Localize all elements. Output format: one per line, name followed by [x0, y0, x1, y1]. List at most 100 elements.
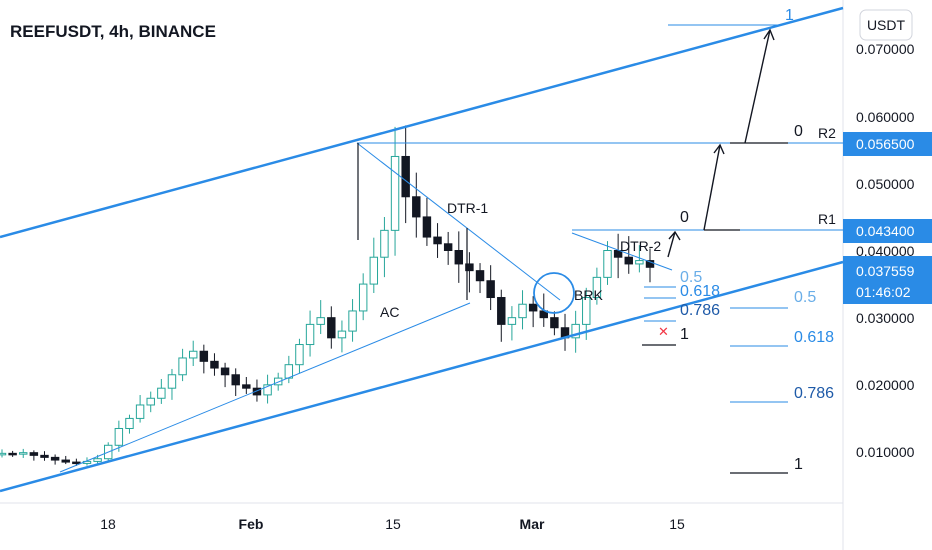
- candle-body: [582, 297, 591, 325]
- candle-body: [550, 317, 559, 329]
- r2-label: R2: [818, 125, 836, 141]
- arrow-2[interactable]: [703, 144, 721, 231]
- arrow-1-head: [668, 230, 681, 241]
- y-tick-label: 0.040000: [856, 243, 915, 259]
- candle-body: [50, 456, 60, 461]
- breakout-circle[interactable]: [533, 272, 575, 314]
- candle-body: [571, 323, 580, 339]
- candle-body: [178, 357, 187, 376]
- r1-label: R1: [818, 211, 836, 227]
- candle-body: [369, 256, 379, 285]
- small-fib-0786-label: 0.786: [680, 302, 720, 319]
- currency-label: USDT: [867, 17, 906, 33]
- candle-body: [624, 256, 633, 265]
- y-tick-label: 0.060000: [856, 109, 915, 125]
- candle-body: [167, 374, 177, 389]
- arrow-3-head: [763, 28, 775, 41]
- currency-button[interactable]: [859, 9, 913, 41]
- brk-label: BRK: [574, 287, 603, 303]
- fib-lines: [644, 286, 788, 403]
- descending-trend-line-1[interactable]: [356, 142, 561, 301]
- candle-body: [497, 297, 506, 325]
- candle-body: [199, 350, 209, 362]
- candle-body: [114, 427, 124, 446]
- candle-body: [507, 317, 517, 325]
- price-badge-r1: 0.043400: [843, 219, 932, 243]
- x-tick-label: 15: [385, 516, 401, 532]
- price-badge-r2: 0.056500: [843, 132, 932, 156]
- ascending-support-line[interactable]: [59, 302, 471, 473]
- candle-body: [263, 384, 272, 396]
- small-fib-05-label: 0.5: [680, 269, 702, 286]
- candle-body: [486, 280, 495, 299]
- candle-body: [316, 317, 325, 325]
- arrow-1[interactable]: [667, 231, 676, 258]
- candle-body: [0, 452, 7, 456]
- candle-body: [157, 387, 166, 399]
- candle-body: [337, 330, 347, 339]
- candle-body: [242, 384, 251, 389]
- large-fib-1-label: 1: [794, 456, 803, 473]
- candle-body: [645, 260, 655, 268]
- small-fib-0618-label: 0.618: [680, 283, 720, 300]
- candle-body: [348, 310, 357, 332]
- ac-label: AC: [380, 304, 399, 320]
- candlestick-series: [0, 125, 655, 466]
- candle-body: [125, 417, 134, 429]
- candle-body: [390, 155, 400, 231]
- current-price-text: 0.037559: [856, 263, 915, 279]
- price-badge-bg: [843, 132, 932, 156]
- candle-body: [635, 260, 644, 265]
- dtr2-label: DTR-2: [620, 238, 661, 254]
- candle-body: [210, 360, 219, 369]
- candle-body: [72, 461, 81, 465]
- candle-body: [146, 397, 155, 406]
- small-fib-1-label: 1: [680, 326, 689, 343]
- candle-body: [454, 250, 464, 265]
- y-tick-label: 0.020000: [856, 377, 915, 393]
- candle-body: [305, 323, 315, 346]
- candle-body: [433, 236, 442, 245]
- dtr1-label: DTR-1: [447, 200, 488, 216]
- x-tick-label: Mar: [520, 516, 545, 532]
- upper-channel-line[interactable]: [0, 6, 844, 239]
- close-x-icon[interactable]: ✕: [658, 325, 669, 340]
- arrow-3[interactable]: [744, 29, 771, 144]
- candle-body: [603, 250, 612, 278]
- candle-body: [412, 196, 421, 218]
- large-fib-05-label: 0.5: [794, 289, 816, 306]
- candle-body: [61, 459, 70, 463]
- candle-body: [295, 344, 304, 366]
- r2-zero-label: 0: [794, 123, 803, 140]
- candle-body: [422, 216, 432, 238]
- y-tick-label: 0.050000: [856, 176, 915, 192]
- x-tick-label: 18: [100, 516, 116, 532]
- candle-body: [273, 377, 283, 386]
- y-tick-label: 0.030000: [856, 310, 915, 326]
- candle-body: [19, 452, 28, 455]
- candle-body: [135, 404, 145, 419]
- price-badge-text: 0.056500: [856, 136, 915, 152]
- projection-arrows: [667, 28, 775, 258]
- candle-body: [327, 317, 336, 339]
- large-fib-0618-label: 0.618: [794, 329, 834, 346]
- candle-body: [518, 303, 527, 319]
- candle-body: [29, 452, 39, 456]
- x-axis: 18 Feb 15 Mar 15: [100, 516, 685, 532]
- candle-body: [231, 374, 240, 386]
- r1-zero-label: 0: [680, 209, 689, 226]
- arrow-2-head: [713, 143, 725, 155]
- y-axis: 0.070000 0.060000 0.050000 0.040000 0.03…: [856, 41, 915, 460]
- candle-body: [188, 350, 198, 359]
- price-badge-bg: [843, 219, 932, 243]
- candle-body: [380, 229, 389, 258]
- candle-body: [465, 263, 474, 272]
- countdown-text: 01:46:02: [856, 284, 911, 300]
- descending-trend-line-2[interactable]: [571, 232, 673, 271]
- candle-body: [528, 303, 538, 312]
- lower-channel-line[interactable]: [0, 260, 844, 493]
- candle-body: [475, 270, 485, 282]
- x-tick-label: 15: [669, 516, 685, 532]
